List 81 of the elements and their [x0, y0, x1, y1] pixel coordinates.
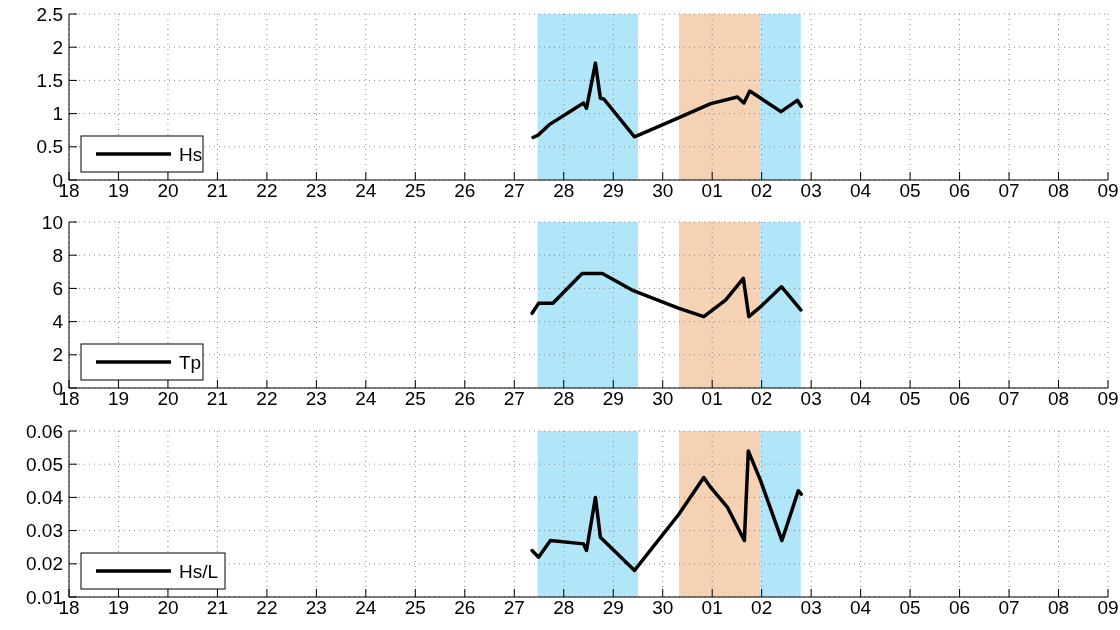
x-tick-label: 20: [157, 388, 179, 409]
x-tick-label: 23: [305, 180, 327, 201]
x-tick-label: 24: [355, 597, 377, 618]
x-tick-label: 07: [998, 597, 1020, 618]
y-tick-label: 0.06: [26, 420, 63, 442]
x-tick-label: 01: [701, 597, 723, 618]
x-tick-label: 26: [454, 597, 476, 618]
y-tick-label: 1: [52, 103, 63, 125]
x-tick-label: 03: [800, 388, 822, 409]
x-tick-label: 28: [553, 388, 575, 409]
x-tick-label: 25: [404, 388, 426, 409]
x-tick-label: 19: [107, 388, 130, 409]
y-tick-label: 0.05: [26, 453, 63, 475]
x-tick-label: 27: [503, 180, 525, 201]
x-tick-label: 28: [553, 597, 575, 618]
y-tick-label: 4: [52, 311, 64, 333]
x-tick-label: 30: [652, 388, 674, 409]
x-tick-label: 29: [602, 388, 624, 409]
y-tick-label: 0.04: [26, 486, 64, 508]
x-tick-label: 05: [899, 180, 921, 201]
x-tick-label: 08: [1047, 180, 1070, 201]
y-tick-label: 2.5: [36, 3, 63, 25]
x-tick-label: 05: [899, 597, 921, 618]
x-tick-label: 30: [652, 597, 674, 618]
x-tick-label: 24: [355, 388, 377, 409]
x-tick-label: 04: [850, 388, 872, 409]
x-tick-label: 20: [157, 597, 179, 618]
y-tick-label: 6: [52, 277, 63, 299]
x-tick-label: 22: [256, 180, 278, 201]
legend-label: Tp: [179, 351, 202, 373]
x-tick-label: 29: [602, 597, 624, 618]
x-tick-label: 28: [553, 180, 575, 201]
x-tick-label: 08: [1047, 388, 1070, 409]
x-tick-label: 21: [206, 388, 228, 409]
x-tick-label: 03: [800, 597, 822, 618]
x-tick-label: 23: [305, 597, 327, 618]
y-tick-label: 1.5: [36, 69, 63, 91]
x-tick-label: 27: [503, 388, 525, 409]
x-tick-label: 30: [652, 180, 674, 201]
x-tick-label: 24: [355, 180, 377, 201]
x-tick-label: 23: [305, 388, 327, 409]
y-tick-label: 2: [52, 344, 63, 366]
x-tick-label: 03: [800, 180, 822, 201]
x-tick-label: 20: [157, 180, 179, 201]
y-tick-label: 0.5: [36, 136, 63, 158]
x-tick-label: 21: [206, 597, 228, 618]
y-tick-label: 2: [52, 36, 63, 58]
x-tick-label: 04: [850, 180, 872, 201]
x-tick-label: 22: [256, 597, 278, 618]
x-tick-label: 29: [602, 180, 624, 201]
legend-label: Hs/L: [179, 560, 219, 582]
y-tick-label: 0.03: [26, 520, 63, 542]
x-tick-label: 22: [256, 388, 278, 409]
x-tick-label: 02: [751, 597, 773, 618]
x-tick-label: 19: [107, 597, 130, 618]
legend-label: Hs: [179, 143, 203, 165]
x-tick-label: 27: [503, 597, 525, 618]
x-tick-label: 26: [454, 180, 476, 201]
y-tick-label: 10: [41, 211, 63, 233]
x-tick-label: 08: [1047, 597, 1070, 618]
x-tick-label: 01: [701, 180, 723, 201]
x-tick-label: 09: [1097, 180, 1119, 201]
x-tick-label: 21: [206, 180, 228, 201]
y-tick-label: 8: [52, 244, 63, 266]
x-tick-label: 02: [751, 388, 773, 409]
x-tick-label: 04: [850, 597, 872, 618]
y-tick-label: 0.02: [26, 553, 63, 575]
x-tick-label: 06: [949, 180, 971, 201]
x-tick-label: 07: [998, 180, 1020, 201]
x-tick-label: 09: [1097, 388, 1119, 409]
x-tick-label: 09: [1097, 597, 1119, 618]
x-tick-label: 06: [949, 388, 971, 409]
x-tick-label: 01: [701, 388, 723, 409]
x-tick-label: 25: [404, 180, 426, 201]
x-tick-label: 05: [899, 388, 921, 409]
x-tick-label: 25: [404, 597, 426, 618]
x-tick-label: 07: [998, 388, 1020, 409]
x-tick-label: 02: [751, 180, 773, 201]
x-tick-label: 26: [454, 388, 476, 409]
x-tick-label: 06: [949, 597, 971, 618]
x-tick-label: 19: [107, 180, 130, 201]
